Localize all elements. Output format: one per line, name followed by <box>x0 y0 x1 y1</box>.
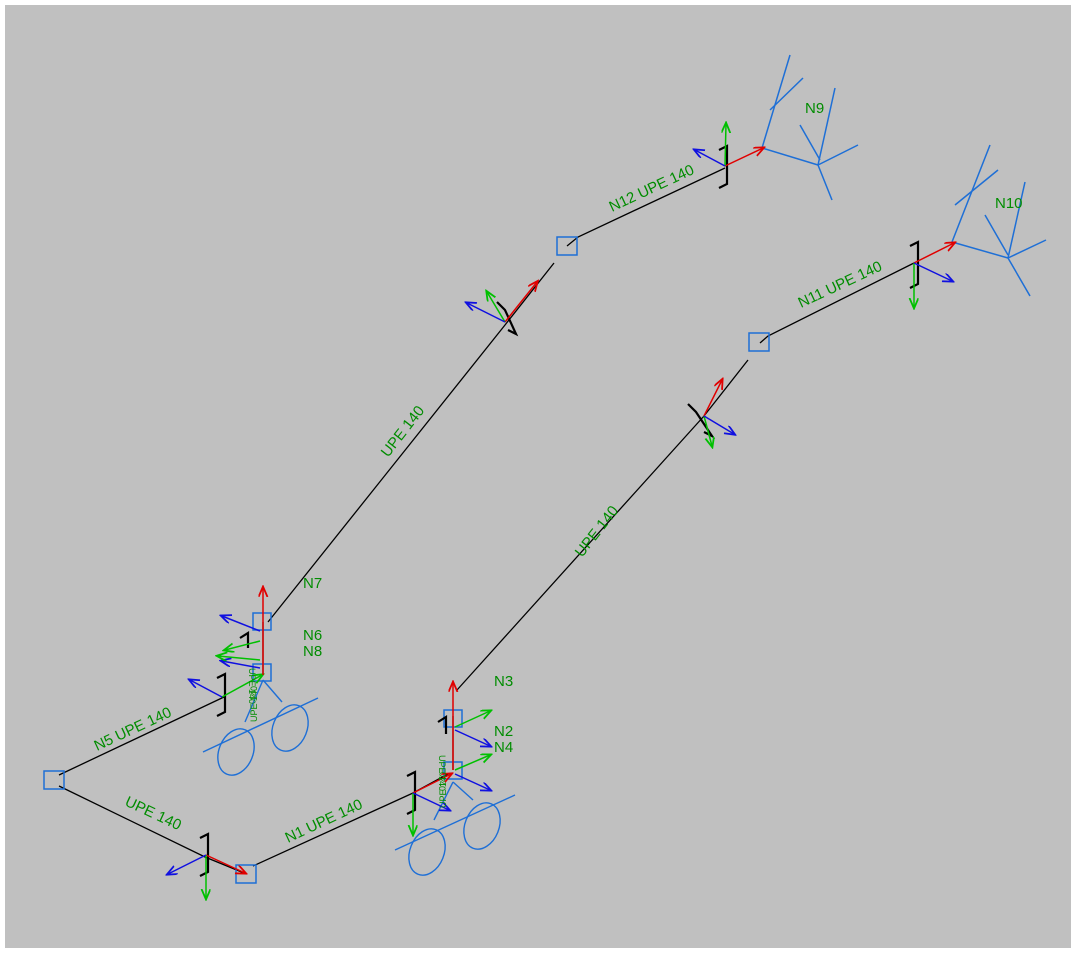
member-n11[interactable] <box>759 262 915 344</box>
member-n12[interactable] <box>566 167 726 247</box>
label-column-right-b: UPE 140 <box>437 755 447 791</box>
node-label-n10: N10 <box>995 195 1023 212</box>
node-square-n6[interactable] <box>252 612 272 631</box>
fixed-support-n9[interactable] <box>761 54 859 201</box>
label-column-left-b: UPE 140 <box>247 668 257 704</box>
node-label-n2: N2 <box>494 723 513 740</box>
section-symbol <box>199 832 210 877</box>
section-symbol <box>687 403 716 439</box>
node-label-n4: N4 <box>494 739 513 756</box>
member-n5[interactable] <box>58 696 225 776</box>
section-symbol <box>216 672 227 717</box>
section-symbol <box>239 631 250 648</box>
node-square-right[interactable] <box>748 332 770 352</box>
local-axes <box>168 124 954 898</box>
canvas-background <box>5 5 1071 948</box>
section-symbol <box>406 770 417 815</box>
node-label-n6: N6 <box>303 627 322 644</box>
node-label-n3: N3 <box>494 673 513 690</box>
fixed-support-n10[interactable] <box>951 144 1047 297</box>
node-label-n8: N8 <box>303 643 322 660</box>
section-symbol <box>496 301 519 337</box>
roller-support-left[interactable] <box>202 679 319 781</box>
roller-support-right[interactable] <box>394 781 516 881</box>
node-label-n9: N9 <box>805 100 824 117</box>
column-section-labels: UPE 140 UPE 140 UPE 140 UPE 140 <box>247 668 448 808</box>
label-column-right-a: UPE 140 <box>438 772 448 808</box>
label-column-left-a: UPE 140 <box>249 686 259 722</box>
section-symbol <box>437 715 448 734</box>
node-square-far-left[interactable] <box>43 770 65 790</box>
member-upe-bottom-left[interactable] <box>58 785 245 874</box>
node-label-n7: N7 <box>303 575 322 592</box>
node-square-top[interactable] <box>556 236 578 256</box>
